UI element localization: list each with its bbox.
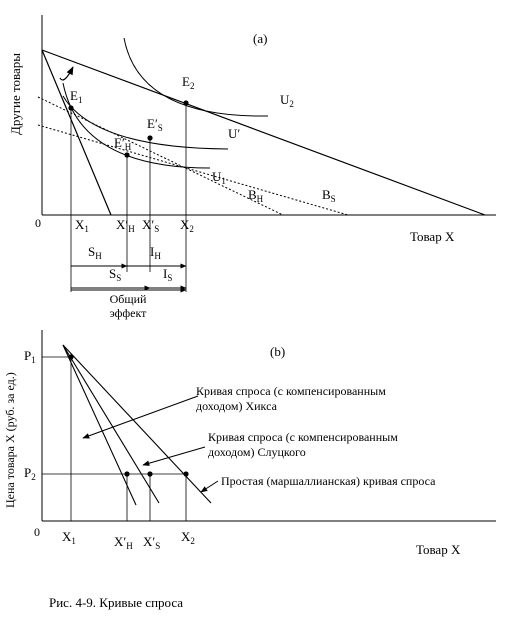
- indifference-curve-u2: [123, 37, 269, 117]
- label-income-slutsky: IS: [163, 266, 172, 283]
- point-b-x2: [183, 471, 189, 477]
- point-es: [147, 135, 153, 141]
- point-eh: [124, 152, 130, 158]
- label-p2: P2: [24, 465, 36, 482]
- indifference-curve-u-prime: [62, 95, 229, 150]
- budget-line-hicks: [37, 96, 284, 216]
- panel-b-tick-xs: X′S: [143, 534, 160, 551]
- pointer-marshall: [200, 480, 219, 493]
- label-es: E′S: [147, 116, 163, 133]
- panel-a-tick-x1: X1: [75, 217, 89, 234]
- panel-a-tick-x2: X2: [180, 217, 194, 234]
- panel-b-tick-x2: X2: [181, 529, 195, 546]
- label-eh: E′H: [114, 135, 132, 152]
- panel-b-tick-xh: X′H: [114, 534, 133, 551]
- point-b-xh: [124, 471, 130, 477]
- panel-a-y-axis-label: Другие товары: [8, 53, 23, 135]
- point-e1: [68, 105, 74, 111]
- panel-a-tick-xh: X′H: [116, 217, 135, 234]
- panel-b-label: (b): [270, 344, 285, 359]
- annotation-slutsky-2: доходом) Слуцкого: [208, 445, 306, 459]
- panel-b-x-axis-label: Товар X: [416, 542, 461, 557]
- panel-a-tick-xs: X′S: [142, 217, 159, 234]
- label-bh: BH: [248, 187, 264, 204]
- panel-a-x-axis-label: Товар X: [410, 229, 455, 244]
- label-u1: U1: [212, 169, 226, 186]
- effect-arrows: SH IH SS IS Общий эффект: [71, 244, 187, 320]
- annotation-slutsky-1: Кривая спроса (с компенсированным: [208, 430, 398, 444]
- annotation-marshall: Простая (маршаллианская) кривая спроса: [221, 474, 436, 488]
- label-substitution-slutsky: SS: [109, 266, 121, 283]
- label-substitution-hicks: SH: [88, 244, 102, 261]
- point-b-xs: [147, 471, 153, 477]
- point-b-p1: [68, 354, 74, 360]
- panel-b-tick-x1: X1: [62, 529, 76, 546]
- label-e1: E1: [70, 88, 82, 105]
- label-total-effect-1: Общий: [110, 292, 147, 306]
- panel-b-y-axis-label: Цена товара X (руб. за ед.): [3, 372, 17, 508]
- panel-a-label: (a): [253, 31, 267, 46]
- budget-line-slutsky: [37, 124, 349, 216]
- panel-a: E1 E2 E′S E′H U2 U′ U1 BH BS (a) Другие …: [8, 15, 496, 292]
- budget-line-rotated: [41, 49, 112, 216]
- panel-b: Кривая спроса (с компенсированным доходо…: [3, 330, 496, 557]
- label-u-prime: U′: [228, 126, 240, 141]
- figure-caption: Рис. 4-9. Кривые спроса: [49, 595, 183, 610]
- pointer-hicks: [82, 395, 199, 439]
- demand-curve-hicks: [62, 344, 137, 506]
- label-p1: P1: [24, 348, 36, 365]
- budget-line-initial: [41, 49, 486, 216]
- pointer-slutsky: [142, 446, 206, 466]
- label-e2: E2: [182, 74, 194, 91]
- annotation-hicks-2: доходом) Хикса: [196, 399, 278, 413]
- label-bs: BS: [322, 187, 336, 204]
- annotation-hicks-1: Кривая спроса (с компенсированным: [196, 384, 386, 398]
- demand-curve-marshall: [62, 344, 212, 504]
- label-u2: U2: [280, 92, 294, 109]
- label-total-effect-2: эффект: [110, 306, 148, 320]
- panel-a-origin: 0: [35, 216, 41, 230]
- point-e2: [183, 100, 189, 106]
- rotation-arrow: [59, 66, 74, 81]
- indifference-curve-u1: [62, 82, 211, 169]
- panel-b-origin: 0: [34, 525, 40, 539]
- demand-curve-slutsky: [62, 344, 160, 504]
- label-income-hicks: IH: [150, 244, 161, 261]
